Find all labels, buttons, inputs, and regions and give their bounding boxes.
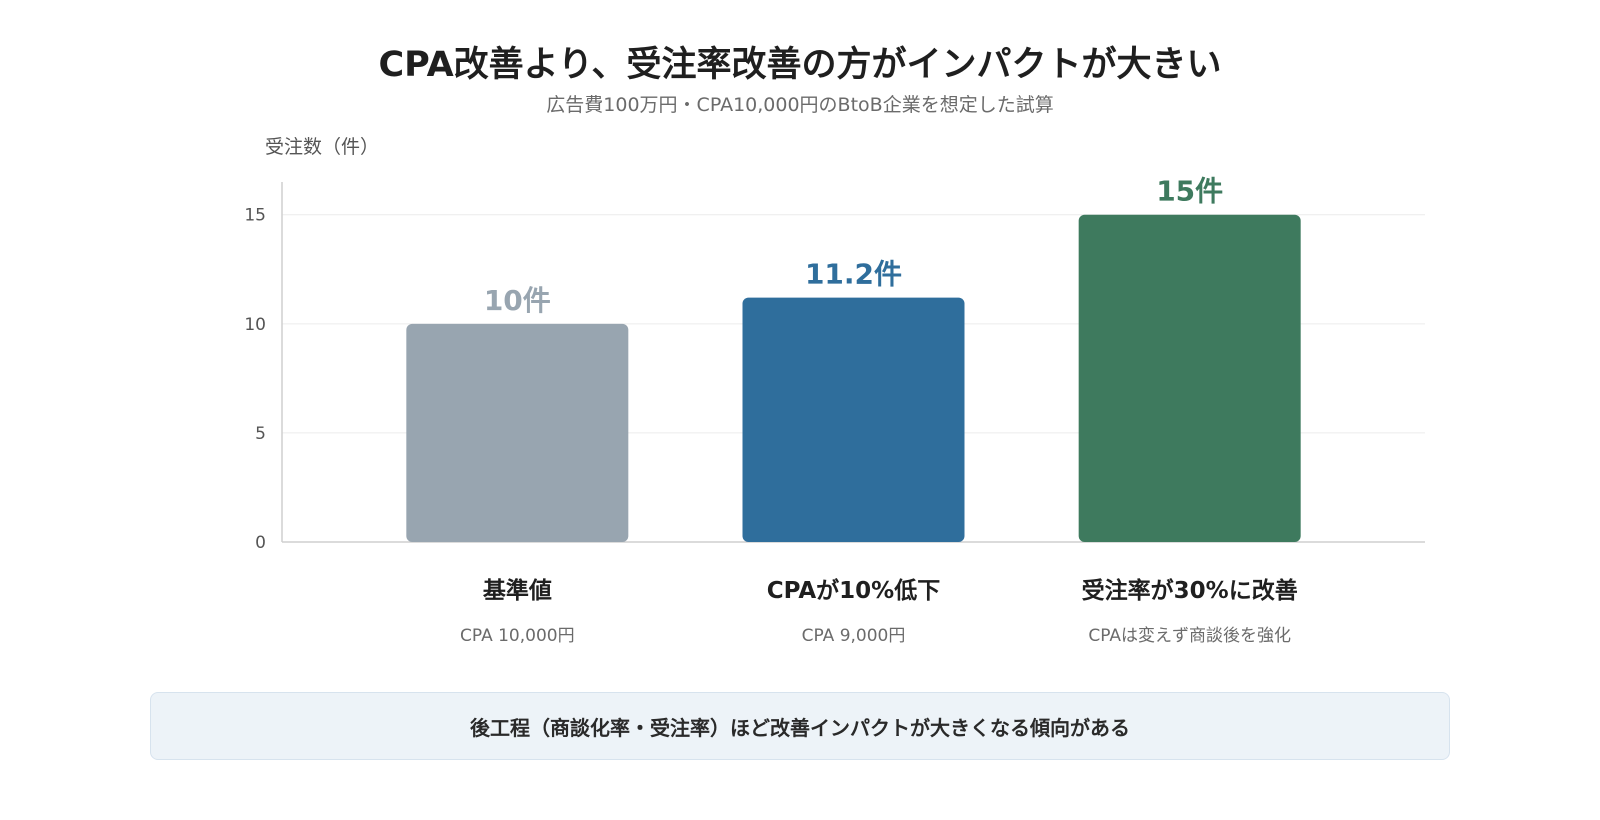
x-category-label: 受注率が30%に改善 (1082, 577, 1298, 604)
summary-note-text: 後工程（商談化率・受注率）ほど改善インパクトが大きくなる傾向がある (470, 715, 1130, 740)
bar (406, 323, 629, 542)
chart-subtitle: 広告費100万円・CPA10,000円のBtoB企業を想定した試算 (546, 94, 1054, 116)
chart-title: CPA改善より、受注率改善の方がインパクトが大きい (378, 45, 1222, 85)
bar (742, 297, 965, 542)
bar-value-label: 11.2件 (805, 258, 902, 291)
x-category-label: CPAが10%低下 (767, 577, 940, 604)
y-axis-label: 受注数（件） (265, 136, 380, 158)
bar (1078, 214, 1301, 542)
x-category-sublabel: CPAは変えず商談後を強化 (1088, 626, 1291, 646)
y-tick-label: 5 (255, 424, 266, 444)
y-tick-label: 15 (244, 206, 266, 226)
y-tick-label: 10 (244, 315, 266, 335)
x-category-label: 基準値 (483, 577, 552, 604)
summary-note: 後工程（商談化率・受注率）ほど改善インパクトが大きくなる傾向がある (150, 692, 1450, 760)
y-tick-label: 0 (255, 533, 266, 553)
bar-value-label: 15件 (1156, 175, 1223, 208)
x-category-sublabel: CPA 10,000円 (460, 626, 575, 646)
bar-value-label: 10件 (484, 284, 551, 317)
x-category-sublabel: CPA 9,000円 (802, 626, 906, 646)
